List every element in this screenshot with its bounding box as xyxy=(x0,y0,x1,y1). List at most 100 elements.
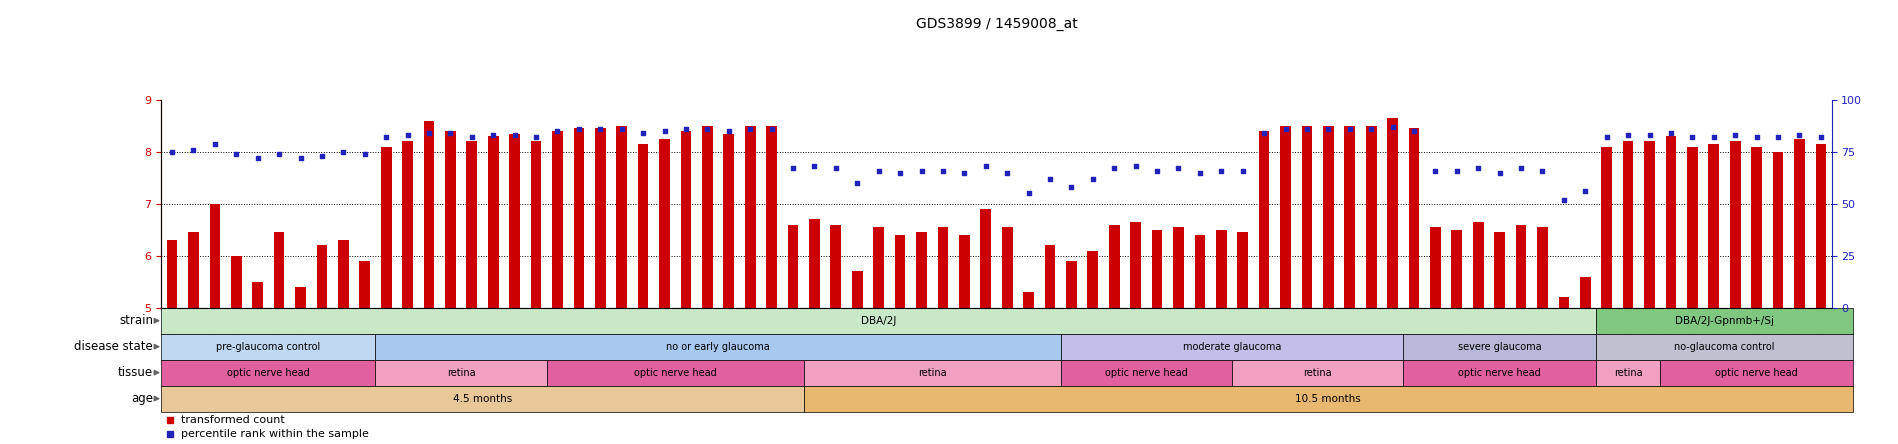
Point xyxy=(949,169,979,176)
Point xyxy=(414,130,444,137)
Bar xyxy=(1517,225,1526,308)
Bar xyxy=(338,240,349,308)
Bar xyxy=(359,261,370,308)
Point xyxy=(1034,175,1065,182)
Text: optic nerve head: optic nerve head xyxy=(1458,368,1541,378)
Point xyxy=(478,132,509,139)
Point xyxy=(1334,126,1365,133)
Bar xyxy=(381,147,391,308)
Bar xyxy=(788,225,799,308)
Point xyxy=(220,151,251,158)
Point xyxy=(757,126,788,133)
Bar xyxy=(1403,360,1596,385)
Bar xyxy=(488,136,499,308)
Bar xyxy=(702,126,714,308)
Bar xyxy=(552,131,564,308)
Bar xyxy=(161,334,376,360)
Bar xyxy=(958,235,970,308)
Bar xyxy=(1067,261,1076,308)
Point xyxy=(1420,167,1450,174)
Text: DBA/2J-Gpnmb+/Sj: DBA/2J-Gpnmb+/Sj xyxy=(1676,316,1775,326)
Bar xyxy=(767,126,776,308)
Bar xyxy=(273,232,285,308)
Bar xyxy=(1596,308,1852,334)
Text: optic nerve head: optic nerve head xyxy=(1105,368,1188,378)
Point xyxy=(1205,167,1236,174)
Point xyxy=(1442,167,1473,174)
Bar xyxy=(1537,227,1549,308)
Bar xyxy=(1644,142,1655,308)
Point xyxy=(1099,165,1129,172)
Text: moderate glaucoma: moderate glaucoma xyxy=(1182,341,1281,352)
Bar xyxy=(1773,152,1784,308)
Point xyxy=(928,167,958,174)
Bar xyxy=(1061,360,1232,385)
Bar xyxy=(1429,227,1441,308)
Text: retina: retina xyxy=(446,368,474,378)
Bar xyxy=(1687,147,1697,308)
Bar xyxy=(1661,360,1852,385)
Point xyxy=(1784,132,1814,139)
Point xyxy=(820,165,850,172)
Bar xyxy=(1217,230,1226,308)
Point xyxy=(520,134,550,141)
Point xyxy=(543,127,573,135)
Point xyxy=(435,130,465,137)
Point xyxy=(1313,126,1344,133)
Point xyxy=(1592,134,1623,141)
Point xyxy=(285,155,315,162)
Bar xyxy=(1494,232,1505,308)
Point xyxy=(1549,196,1579,203)
Bar xyxy=(317,246,326,308)
Text: disease state: disease state xyxy=(74,340,154,353)
Point xyxy=(158,148,188,155)
Point xyxy=(907,167,938,174)
Point xyxy=(628,130,659,137)
Point xyxy=(735,126,765,133)
Bar xyxy=(638,144,649,308)
Bar xyxy=(594,128,605,308)
Point xyxy=(864,167,894,174)
Bar xyxy=(1002,227,1012,308)
Point xyxy=(1399,127,1429,135)
Bar xyxy=(1258,131,1270,308)
Bar xyxy=(161,308,1596,334)
Bar xyxy=(547,360,803,385)
Bar xyxy=(161,385,803,412)
Text: percentile rank within the sample: percentile rank within the sample xyxy=(182,429,370,439)
Bar xyxy=(1558,297,1570,308)
Bar xyxy=(1131,222,1141,308)
Point xyxy=(1184,169,1215,176)
Bar xyxy=(1579,277,1591,308)
Point xyxy=(1120,163,1150,170)
Text: 10.5 months: 10.5 months xyxy=(1296,393,1361,404)
Point xyxy=(1143,167,1173,174)
Text: retina: retina xyxy=(1613,368,1642,378)
Point xyxy=(843,179,873,186)
Bar xyxy=(1602,147,1611,308)
Bar xyxy=(1403,334,1596,360)
Text: retina: retina xyxy=(919,368,947,378)
Bar xyxy=(873,227,884,308)
Bar xyxy=(894,235,905,308)
Point xyxy=(585,126,615,133)
Text: 4.5 months: 4.5 months xyxy=(454,393,512,404)
Point xyxy=(1655,130,1685,137)
Text: optic nerve head: optic nerve head xyxy=(634,368,717,378)
Point xyxy=(328,148,359,155)
Point xyxy=(457,134,488,141)
Point xyxy=(1742,134,1773,141)
Point xyxy=(1355,126,1386,133)
Bar xyxy=(1794,139,1805,308)
Bar xyxy=(981,209,991,308)
Bar xyxy=(938,227,949,308)
Point xyxy=(307,152,338,159)
Text: transformed count: transformed count xyxy=(182,415,285,425)
Point xyxy=(607,126,638,133)
Bar xyxy=(1061,334,1403,360)
Bar xyxy=(1173,227,1184,308)
Point xyxy=(693,126,723,133)
Point xyxy=(799,163,829,170)
Point xyxy=(1055,184,1086,191)
Point xyxy=(499,132,530,139)
